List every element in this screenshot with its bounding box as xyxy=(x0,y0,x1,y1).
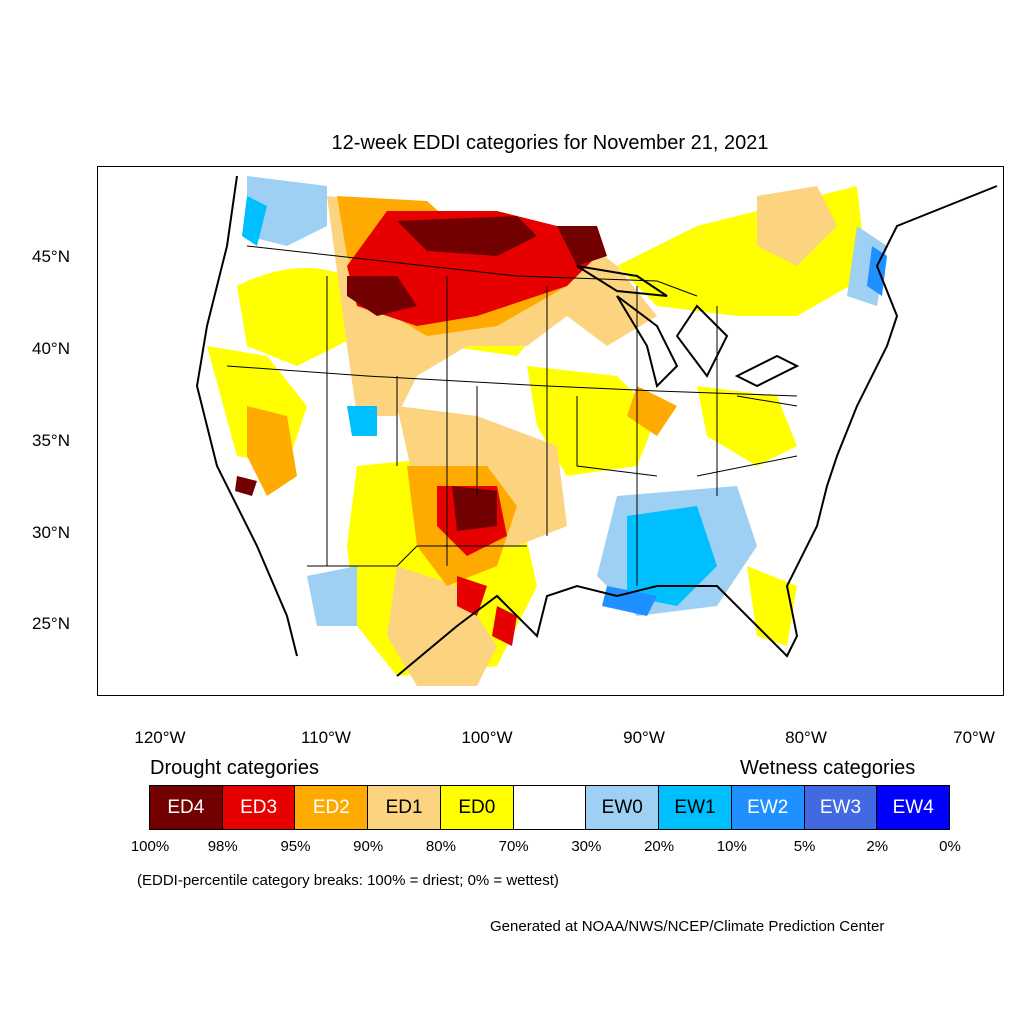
lat-label-30: 30°N xyxy=(32,523,70,542)
lon-label-110: 110°W xyxy=(301,728,351,747)
lat-label-25: 25°N xyxy=(32,614,70,633)
break-label: 95% xyxy=(280,838,311,855)
lat-label-40: 40°N xyxy=(32,339,70,358)
legend-swatch-ew4: EW4 xyxy=(876,785,951,830)
break-label: 100% xyxy=(130,838,170,855)
drought-heading: Drought categories xyxy=(150,757,319,779)
break-label: 98% xyxy=(207,838,238,855)
lat-label-35: 35°N xyxy=(32,431,70,450)
break-label: 2% xyxy=(866,838,889,855)
legend-swatch-ew2: EW2 xyxy=(730,785,805,830)
legend-swatch-ed2: ED2 xyxy=(294,785,369,830)
map-panel xyxy=(90,166,1004,696)
break-label: 20% xyxy=(644,838,675,855)
ew2-regions xyxy=(602,246,887,616)
legend-swatch-ew0: EW0 xyxy=(585,785,660,830)
lat-label-45: 45°N xyxy=(32,247,70,266)
wetness-heading: Wetness categories xyxy=(740,757,916,779)
eddi-map xyxy=(90,166,1004,696)
legend-swatch-ed0: ED0 xyxy=(439,785,514,830)
credit-line: Generated at NOAA/NWS/NCEP/Climate Predi… xyxy=(490,918,885,935)
category-note: (EDDI-percentile category breaks: 100% =… xyxy=(137,872,559,889)
break-label: 80% xyxy=(425,838,456,855)
break-label: 0% xyxy=(939,838,961,855)
break-label: 5% xyxy=(793,838,816,855)
break-label: 10% xyxy=(716,838,747,855)
legend-swatch-ed1: ED1 xyxy=(367,785,441,830)
break-label: 70% xyxy=(498,838,529,855)
coastline xyxy=(195,175,998,677)
ew1-regions xyxy=(242,196,717,606)
category-legend: ED4 ED3 ED2 ED1 ED0 EW0 EW1 EW2 EW3 EW4 xyxy=(149,785,951,830)
legend-swatch-ed4: ED4 xyxy=(149,785,223,830)
legend-swatch-ew3: EW3 xyxy=(803,785,878,830)
boundaries xyxy=(226,245,798,586)
break-label: 90% xyxy=(353,838,384,855)
lon-label-120: 120°W xyxy=(134,728,186,747)
lon-label-100: 100°W xyxy=(461,728,513,747)
legend-swatch-neutral xyxy=(512,785,587,830)
legend-swatch-ew1: EW1 xyxy=(658,785,732,830)
legend-swatch-ed3: ED3 xyxy=(221,785,296,830)
lon-label-80: 80°W xyxy=(785,728,827,747)
lon-label-70: 70°W xyxy=(953,728,995,747)
lon-label-90: 90°W xyxy=(623,728,665,747)
map-title: 12-week EDDI categories for November 21,… xyxy=(331,132,769,154)
ed4-regions xyxy=(235,216,607,531)
break-label: 30% xyxy=(571,838,602,855)
